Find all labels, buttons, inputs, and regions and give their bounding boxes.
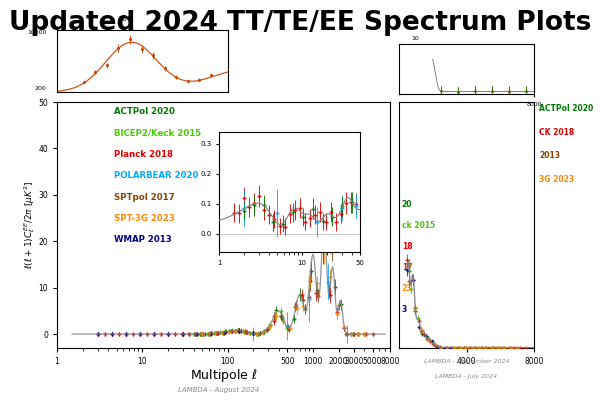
Text: LAMBDA - August 2024: LAMBDA - August 2024 <box>178 387 260 393</box>
Text: 18: 18 <box>402 242 412 251</box>
Text: LAMBDA - September 2024: LAMBDA - September 2024 <box>424 359 509 364</box>
Text: BICEP2/Keck 2015: BICEP2/Keck 2015 <box>113 128 201 137</box>
Text: 10000: 10000 <box>28 30 47 35</box>
Text: ACTPol 2020: ACTPol 2020 <box>113 107 175 116</box>
Text: 10: 10 <box>412 36 419 41</box>
Text: 3G 2023: 3G 2023 <box>539 174 575 184</box>
Text: LAMBDA - July 2024: LAMBDA - July 2024 <box>436 374 497 378</box>
Text: Planck 2018: Planck 2018 <box>113 150 173 159</box>
Y-axis label: $\ell(\ell+1)C_\ell^{EE}/2\pi\ [\mu K^2]$: $\ell(\ell+1)C_\ell^{EE}/2\pi\ [\mu K^2]… <box>22 181 37 269</box>
Text: ACTPol 2020: ACTPol 2020 <box>539 104 593 114</box>
Text: Updated 2024 TT/TE/EE Spectrum Plots: Updated 2024 TT/TE/EE Spectrum Plots <box>9 10 591 36</box>
Text: WMAP 2013: WMAP 2013 <box>113 235 172 244</box>
Text: 3: 3 <box>402 305 407 314</box>
Text: 2013: 2013 <box>539 151 560 160</box>
Text: 23: 23 <box>402 284 412 293</box>
Text: 17: 17 <box>402 263 412 272</box>
Text: SPTpol 2017: SPTpol 2017 <box>113 192 175 202</box>
Text: ck 2015: ck 2015 <box>402 221 435 230</box>
Text: 20: 20 <box>402 200 412 210</box>
Text: SPT-3G 2023: SPT-3G 2023 <box>113 214 175 223</box>
Text: POLARBEAR 2020: POLARBEAR 2020 <box>113 171 198 180</box>
Text: 200: 200 <box>35 86 47 91</box>
Text: CK 2018: CK 2018 <box>539 128 575 137</box>
X-axis label: Multipole $\ell$: Multipole $\ell$ <box>190 368 257 384</box>
